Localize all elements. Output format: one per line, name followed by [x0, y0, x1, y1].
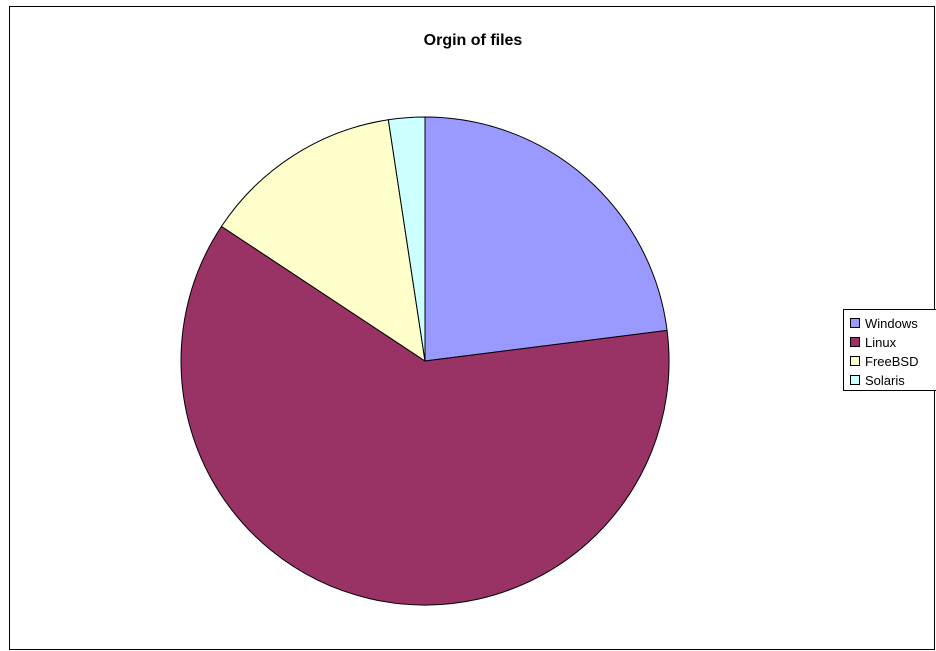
pie-slice-windows [424, 116, 668, 362]
legend-label: Linux [865, 334, 897, 350]
legend-swatch [850, 375, 860, 385]
legend-label: FreeBSD [865, 353, 919, 369]
legend: Windows Linux FreeBSD Solaris [843, 309, 936, 391]
chart-title: Orgin of files [423, 32, 523, 49]
chart-frame: Orgin of files Windows Linux FreeBSD Solari… [9, 6, 936, 650]
legend-item-linux: Linux [850, 333, 896, 351]
legend-label: Windows [865, 315, 918, 331]
legend-swatch [850, 337, 860, 347]
legend-swatch [850, 356, 860, 366]
pie-slice-linux [180, 225, 670, 606]
legend-item-freebsd: FreeBSD [850, 352, 918, 370]
pie-chart [180, 116, 670, 606]
pie-slice-freebsd [220, 119, 426, 363]
legend-item-windows: Windows [850, 314, 918, 332]
legend-label: Solaris [865, 372, 905, 388]
legend-item-solaris: Solaris [850, 371, 905, 389]
pie-slice-solaris [387, 116, 426, 362]
legend-swatch [850, 318, 860, 328]
